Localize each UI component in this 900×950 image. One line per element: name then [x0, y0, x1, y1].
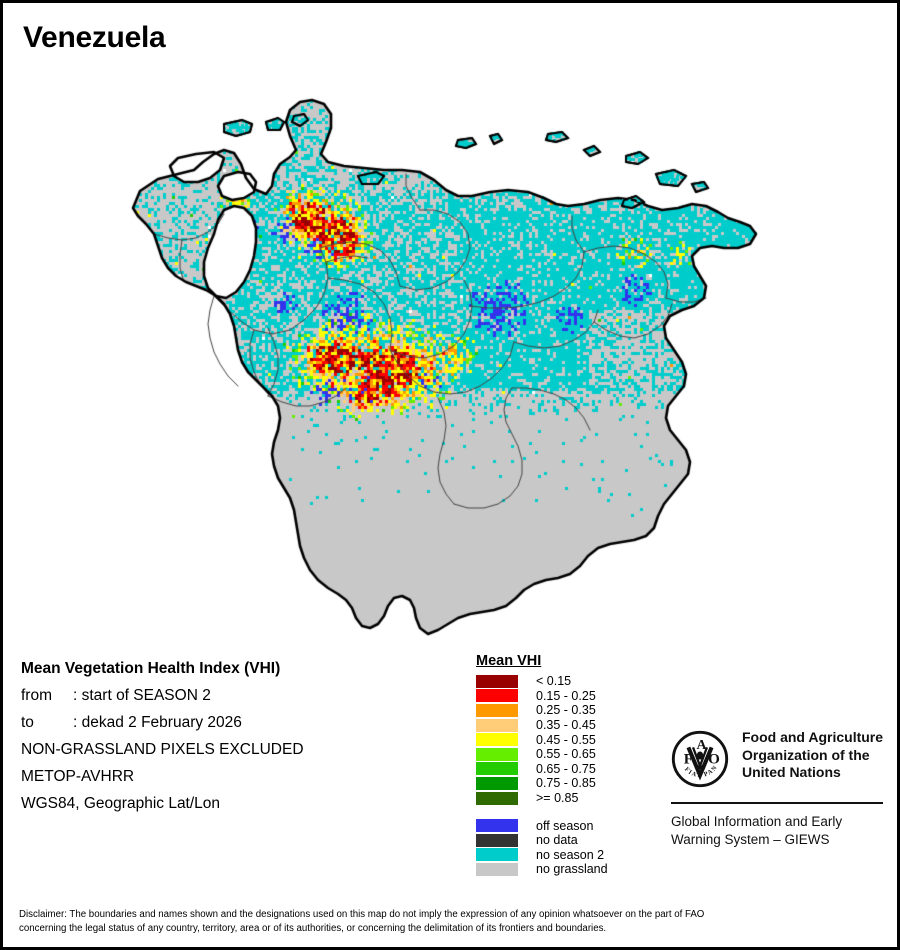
metadata-note: NON-GRASSLAND PIXELS EXCLUDED [21, 741, 304, 758]
svg-text:A: A [697, 738, 707, 753]
giews-line1: Global Information and Early [671, 814, 843, 829]
legend-class-swatch [476, 674, 518, 688]
legend-special-label: off season [536, 818, 594, 833]
legend-special-label: no grassland [536, 862, 608, 877]
legend-class-swatch [476, 689, 518, 703]
legend-class-swatch [476, 747, 518, 761]
legend-special-row: off season [473, 818, 648, 833]
legend-class-swatch [476, 733, 518, 747]
legend: Mean VHI < 0.15 0.15 - 0.25 0.25 - 0.35 0.3… [473, 653, 648, 877]
disclaimer: Disclaimer: The boundaries and names sho… [19, 908, 881, 935]
fao-name-line3: United Nations [742, 764, 841, 780]
legend-class-label: 0.65 - 0.75 [536, 761, 596, 776]
metadata-to-row: to : dekad 2 February 2026 [21, 709, 451, 736]
metadata-to-key: to [21, 714, 34, 731]
fao-name-line2: Organization of the [742, 746, 870, 763]
legend-title: Mean VHI [476, 653, 542, 669]
legend-class-swatch [476, 762, 518, 776]
metadata-from-value: : start of SEASON 2 [73, 687, 211, 704]
metadata-from-key: from [21, 687, 52, 704]
legend-special-swatch [476, 819, 518, 833]
disclaimer-line1: Disclaimer: The boundaries and names sho… [19, 909, 705, 920]
legend-class-label: 0.35 - 0.45 [536, 718, 596, 733]
legend-class-row: 0.45 - 0.55 [473, 732, 648, 747]
metadata-from-row: from : start of SEASON 2 [21, 682, 451, 709]
map-area [28, 58, 878, 648]
legend-class-label: >= 0.85 [536, 791, 579, 806]
fao-logo-icon: F A O FIAT PANIS [671, 730, 729, 788]
fao-logo-row: F A O FIAT PANIS Food and Agriculture Or… [671, 729, 886, 788]
legend-class-row: 0.15 - 0.25 [473, 689, 648, 704]
legend-class-row: < 0.15 [473, 674, 648, 689]
legend-class-list: < 0.15 0.15 - 0.25 0.25 - 0.35 0.35 - 0.45 0… [473, 674, 648, 805]
legend-special-row: no grassland [473, 862, 648, 877]
map-metadata-block: Mean Vegetation Health Index (VHI) from:… [21, 655, 451, 817]
metadata-heading: Mean Vegetation Health Index (VHI) [21, 660, 281, 677]
legend-special-row: no data [473, 833, 648, 848]
page-title: Venezuela [23, 21, 166, 54]
legend-class-swatch [476, 718, 518, 732]
legend-class-swatch [476, 703, 518, 717]
legend-special-swatch [476, 833, 518, 847]
legend-special-label: no data [536, 833, 578, 848]
legend-class-swatch [476, 791, 518, 805]
fao-organization-name: Food and Agriculture Organization of the… [742, 729, 883, 782]
legend-special-label: no season 2 [536, 847, 605, 862]
giews-subtitle: Global Information and Early Warning Sys… [671, 813, 886, 849]
legend-class-row: 0.25 - 0.35 [473, 703, 648, 718]
legend-class-label: 0.75 - 0.85 [536, 776, 596, 791]
fao-name-line1: Food and Agriculture [742, 729, 884, 745]
metadata-to-value: : dekad 2 February 2026 [73, 714, 242, 731]
legend-class-row: 0.65 - 0.75 [473, 762, 648, 777]
giews-line2: Warning System – GIEWS [671, 832, 830, 847]
svg-text:O: O [708, 752, 720, 768]
fao-divider [671, 802, 883, 804]
svg-text:F: F [684, 752, 693, 768]
legend-class-row: 0.35 - 0.45 [473, 718, 648, 733]
metadata-sensor: METOP-AVHRR [21, 768, 135, 785]
legend-class-label: < 0.15 [536, 674, 572, 689]
legend-class-label: 0.25 - 0.35 [536, 703, 596, 718]
legend-class-row: 0.75 - 0.85 [473, 776, 648, 791]
legend-class-label: 0.45 - 0.55 [536, 732, 596, 747]
legend-class-swatch [476, 776, 518, 790]
legend-special-swatch [476, 862, 518, 876]
legend-special-swatch [476, 848, 518, 862]
fao-branding-block: F A O FIAT PANIS Food and Agriculture Or… [671, 729, 886, 849]
legend-class-label: 0.15 - 0.25 [536, 688, 596, 703]
disclaimer-line2: concerning the legal status of any count… [19, 922, 607, 934]
legend-special-row: no season 2 [473, 848, 648, 863]
legend-spacer [473, 805, 648, 818]
metadata-projection: WGS84, Geographic Lat/Lon [21, 795, 221, 812]
legend-class-label: 0.55 - 0.65 [536, 747, 596, 762]
legend-class-row: >= 0.85 [473, 791, 648, 806]
legend-class-row: 0.55 - 0.65 [473, 747, 648, 762]
vhi-raster-map [28, 58, 878, 648]
legend-special-list: off season no data no season 2 no grassland [473, 818, 648, 876]
